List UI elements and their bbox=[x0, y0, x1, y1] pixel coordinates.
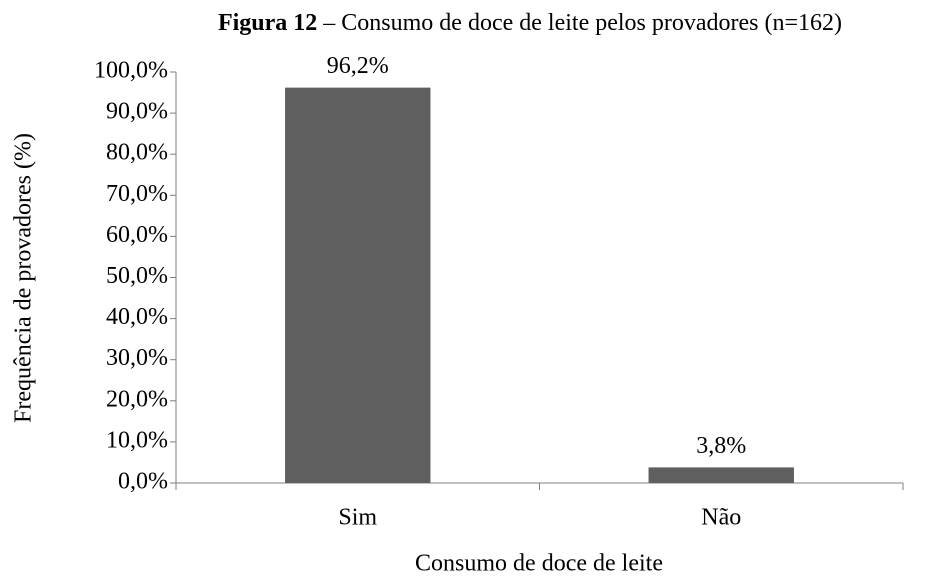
y-tick-label: 60,0% bbox=[106, 222, 168, 248]
bar bbox=[648, 467, 794, 483]
y-tick-label: 80,0% bbox=[106, 140, 168, 166]
y-tick-label: 100,0% bbox=[94, 58, 168, 84]
x-tick-label: Não bbox=[701, 505, 741, 531]
y-axis-label: Frequência de provadores (%) bbox=[11, 133, 37, 423]
figure-label: Figura 12 bbox=[218, 10, 317, 36]
y-tick-label: 20,0% bbox=[106, 386, 168, 412]
data-label: 3,8% bbox=[696, 433, 746, 459]
y-tick-label: 10,0% bbox=[106, 427, 168, 453]
x-axis-label: Consumo de doce de leite bbox=[415, 551, 663, 577]
y-tick-label: 90,0% bbox=[106, 99, 168, 125]
chart-title: Figura 12– Consumo de doce de leite pelo… bbox=[218, 10, 842, 36]
y-tick-label: 50,0% bbox=[106, 263, 168, 289]
x-tick-label: Sim bbox=[338, 505, 377, 531]
y-tick-label: 0,0% bbox=[118, 469, 168, 495]
y-tick-label: 40,0% bbox=[106, 304, 168, 330]
bar bbox=[285, 87, 431, 484]
title-text: – Consumo de doce de leite pelos provado… bbox=[322, 10, 842, 36]
y-tick-label: 30,0% bbox=[106, 345, 168, 371]
data-label: 96,2% bbox=[327, 53, 389, 79]
y-tick-label: 70,0% bbox=[106, 181, 168, 207]
